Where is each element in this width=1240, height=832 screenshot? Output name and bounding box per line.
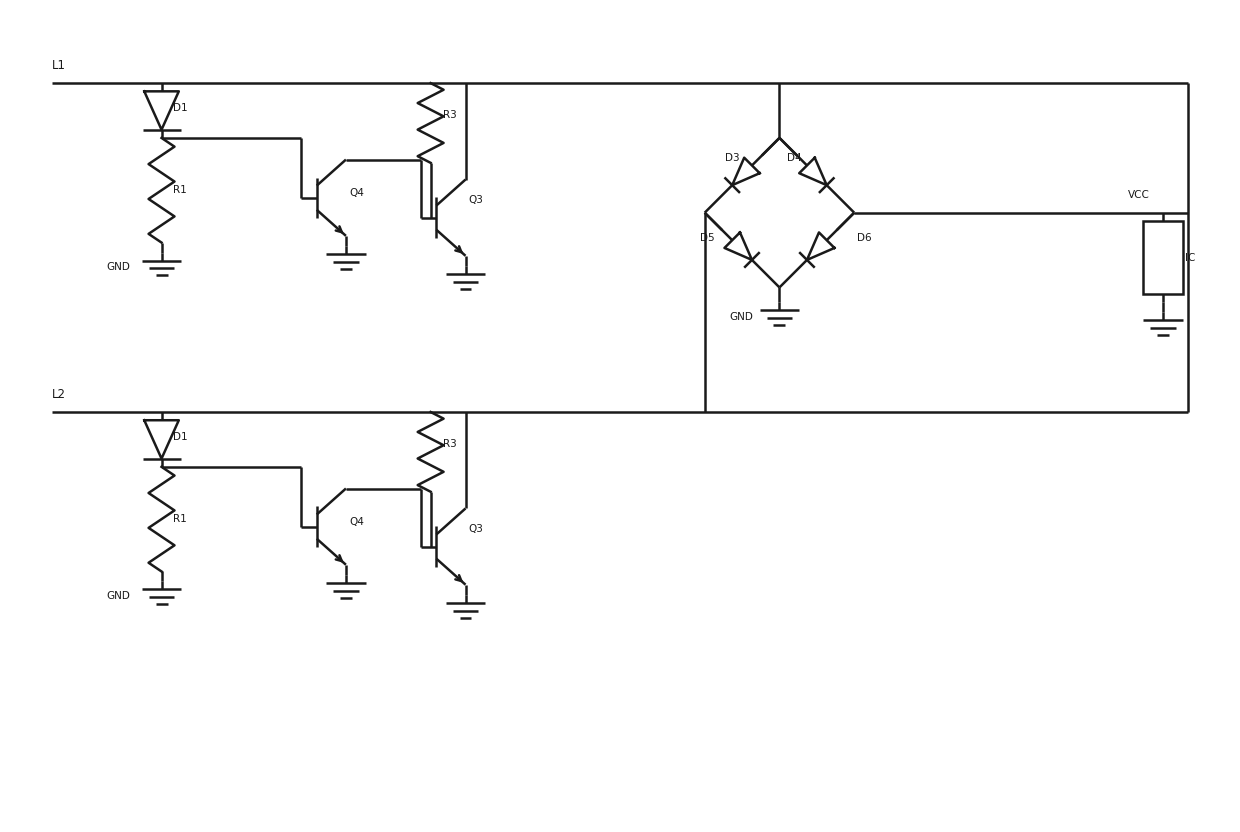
Text: GND: GND	[107, 263, 130, 273]
Text: D1: D1	[174, 432, 188, 442]
Text: Q3: Q3	[469, 523, 484, 533]
Text: D5: D5	[699, 233, 714, 243]
Text: Q3: Q3	[469, 195, 484, 205]
FancyBboxPatch shape	[1143, 220, 1183, 295]
Text: VCC: VCC	[1128, 190, 1151, 200]
Text: L2: L2	[52, 388, 66, 400]
Text: Q4: Q4	[348, 517, 363, 527]
Text: Q4: Q4	[348, 188, 363, 198]
Text: D1: D1	[174, 103, 188, 113]
Text: GND: GND	[107, 592, 130, 602]
Text: IC: IC	[1185, 253, 1195, 263]
Text: R3: R3	[443, 439, 456, 449]
Text: GND: GND	[729, 312, 754, 322]
Text: R1: R1	[174, 514, 187, 524]
Text: L1: L1	[52, 59, 66, 72]
Text: D4: D4	[787, 153, 802, 163]
Text: D3: D3	[724, 153, 739, 163]
Text: D6: D6	[857, 233, 872, 243]
Text: R1: R1	[174, 186, 187, 196]
Text: R3: R3	[443, 110, 456, 120]
